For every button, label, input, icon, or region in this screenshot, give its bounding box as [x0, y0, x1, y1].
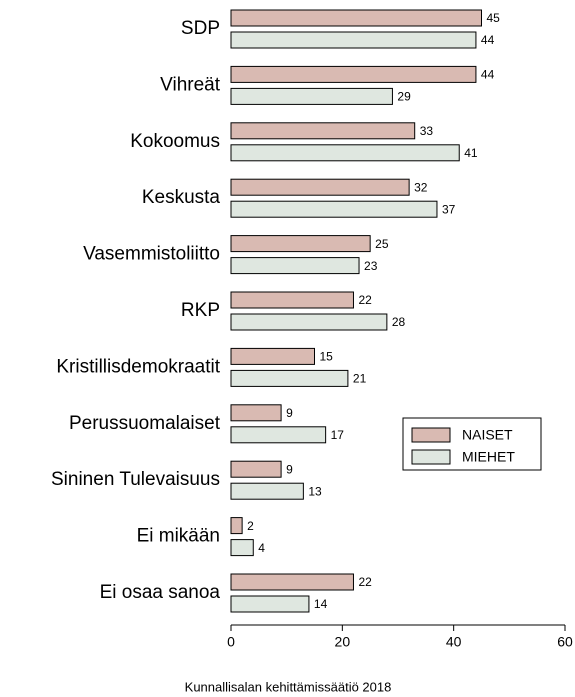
source: Kunnallisalan kehittämissäätiö 2018 — [185, 679, 392, 694]
value-label: 25 — [375, 237, 389, 251]
bar — [230, 426, 327, 444]
category-label: Vihreät — [160, 74, 221, 95]
category-label: Ei osaa sanoa — [100, 582, 221, 603]
value-label: 15 — [320, 350, 334, 364]
bar — [230, 313, 388, 331]
value-label: 32 — [414, 180, 428, 194]
bar — [230, 235, 371, 253]
bar — [230, 31, 477, 49]
x-tick-label: 40 — [446, 634, 462, 650]
value-label: 14 — [314, 597, 328, 611]
bar — [230, 122, 416, 140]
legend-swatch — [411, 427, 451, 443]
category-label: Sininen Tulevaisuus — [51, 469, 220, 490]
value-label: 45 — [487, 11, 501, 25]
value-label: 23 — [364, 259, 378, 273]
bar — [230, 9, 482, 27]
category-label: Ei mikään — [137, 526, 220, 547]
bar — [230, 482, 304, 500]
bar — [230, 200, 438, 218]
value-label: 4 — [258, 541, 265, 555]
x-tick-label: 20 — [335, 634, 351, 650]
value-label: 17 — [331, 428, 345, 442]
value-label: 2 — [247, 519, 254, 533]
value-label: 44 — [481, 33, 495, 47]
value-label: 21 — [353, 372, 367, 386]
bar — [230, 404, 282, 422]
x-tick-label: 60 — [557, 634, 573, 650]
x-tick-label: 0 — [227, 634, 235, 650]
bar — [230, 65, 477, 83]
category-label: RKP — [181, 300, 220, 321]
category-label: Vasemmistoliitto — [83, 244, 220, 265]
bar — [230, 291, 354, 309]
category-label: Kristillisdemokraatit — [56, 356, 220, 377]
category-label: Keskusta — [142, 187, 221, 208]
value-label: 13 — [308, 484, 322, 498]
value-label: 33 — [420, 124, 434, 138]
legend-swatch — [411, 449, 451, 465]
value-label: 22 — [358, 575, 372, 589]
category-label: Kokoomus — [130, 131, 220, 152]
bar — [230, 87, 393, 105]
category-label: SDP — [181, 18, 220, 39]
value-label: 22 — [358, 293, 372, 307]
legend-label: MIEHET — [462, 449, 515, 465]
value-label: 29 — [397, 90, 411, 104]
bar — [230, 369, 349, 387]
value-label: 28 — [392, 315, 406, 329]
bar — [230, 595, 310, 613]
legend-label: NAISET — [462, 427, 513, 443]
value-label: 44 — [481, 68, 495, 82]
bar — [230, 573, 354, 591]
bar — [230, 347, 315, 365]
bar — [230, 257, 360, 275]
bar — [230, 460, 282, 478]
value-label: 41 — [464, 146, 478, 160]
value-label: 37 — [442, 202, 456, 216]
bar — [230, 144, 460, 162]
bar — [230, 539, 254, 557]
bar — [230, 178, 410, 196]
value-label: 9 — [286, 406, 293, 420]
bar — [230, 517, 243, 535]
value-label: 9 — [286, 462, 293, 476]
category-label: Perussuomalaiset — [69, 413, 221, 434]
